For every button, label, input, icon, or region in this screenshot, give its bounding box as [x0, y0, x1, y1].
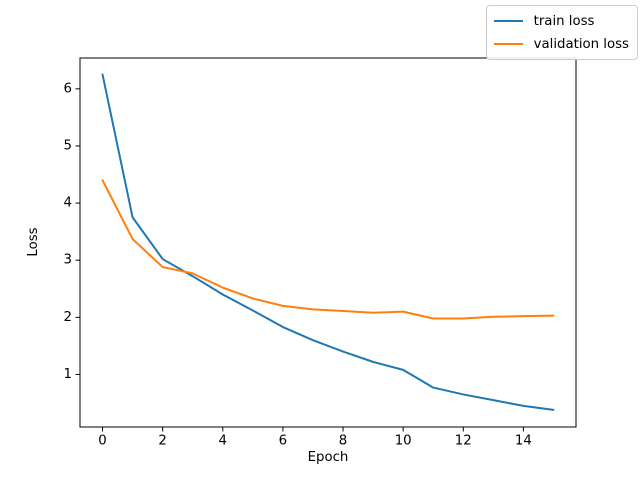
x-tick-label: 8 — [339, 433, 347, 448]
x-axis-label: Epoch — [307, 450, 349, 465]
legend-label-train: train loss — [533, 13, 595, 29]
x-tick-label: 4 — [219, 433, 227, 448]
y-tick-label: 1 — [64, 367, 72, 382]
y-axis-label: Loss — [26, 227, 41, 257]
x-tick-label: 14 — [515, 433, 532, 448]
y-tick-label: 4 — [64, 196, 72, 211]
legend-line-sample-validation — [493, 43, 523, 45]
legend-line-sample-train — [493, 20, 523, 22]
y-tick-label: 5 — [64, 138, 72, 153]
x-tick-label: 2 — [158, 433, 166, 448]
legend-label-validation: validation loss — [533, 36, 629, 52]
legend-item-train: train loss — [493, 12, 629, 30]
y-tick-label: 3 — [64, 253, 72, 268]
y-tick-label: 6 — [64, 81, 72, 96]
series-line-train-loss — [101, 73, 555, 411]
series-line-validation-loss — [101, 179, 555, 320]
y-tick-label: 2 — [64, 310, 72, 325]
axes-frame — [79, 57, 577, 428]
x-tick-label: 6 — [279, 433, 287, 448]
x-tick-label: 0 — [98, 433, 106, 448]
x-tick-label: 12 — [455, 433, 472, 448]
legend: train loss validation loss — [485, 5, 638, 60]
x-tick-label: 10 — [395, 433, 412, 448]
legend-item-validation: validation loss — [493, 35, 629, 53]
